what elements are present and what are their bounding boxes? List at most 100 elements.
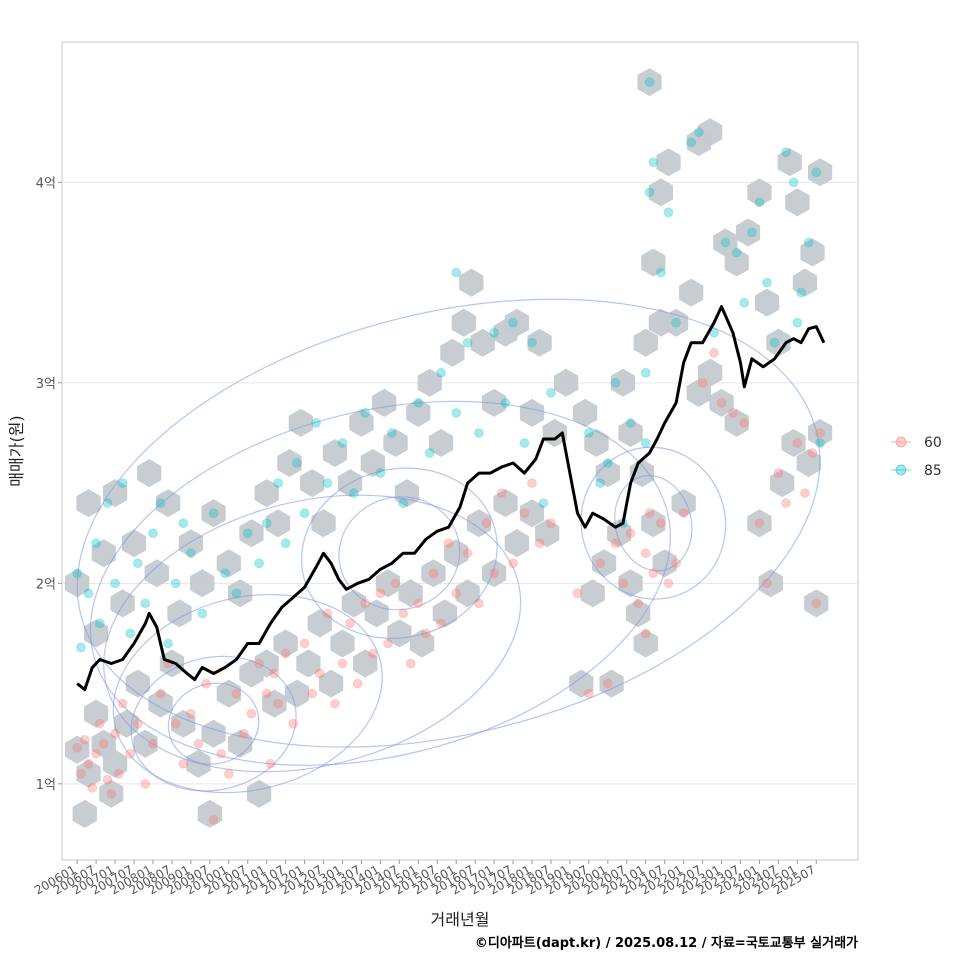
point-85 bbox=[280, 538, 291, 549]
point-60 bbox=[602, 678, 613, 689]
point-85 bbox=[178, 518, 189, 529]
hex-bin bbox=[228, 579, 253, 608]
point-85 bbox=[292, 458, 303, 469]
hex-bin bbox=[504, 308, 529, 337]
point-60 bbox=[91, 748, 102, 759]
y-tick-label: 4억 bbox=[36, 176, 56, 191]
hex-bin bbox=[341, 589, 366, 618]
hex-bin bbox=[641, 509, 666, 538]
hex-bin bbox=[656, 148, 681, 177]
hex-bin bbox=[133, 729, 158, 758]
point-85 bbox=[780, 147, 791, 158]
hex-bin bbox=[618, 569, 643, 598]
hex-bin bbox=[178, 529, 203, 558]
hex-bin bbox=[535, 519, 560, 548]
hex-bin bbox=[277, 449, 302, 477]
point-60 bbox=[473, 598, 484, 609]
point-60 bbox=[398, 608, 409, 619]
hex-bin bbox=[785, 188, 810, 217]
point-60 bbox=[246, 708, 257, 719]
hex-bin bbox=[91, 729, 116, 758]
y-axis-ticks: 1억 2억 3억 4억 bbox=[36, 176, 62, 793]
density-contour bbox=[300, 467, 498, 639]
point-60 bbox=[436, 618, 447, 629]
hex-bin bbox=[406, 398, 431, 427]
hex-bin bbox=[808, 419, 833, 447]
point-60 bbox=[307, 688, 318, 699]
hex-bin bbox=[804, 589, 829, 618]
hex-bin bbox=[383, 429, 408, 457]
hex-bin bbox=[633, 328, 658, 357]
hex-bin bbox=[216, 549, 241, 578]
point-60 bbox=[481, 518, 492, 529]
point-60 bbox=[201, 678, 212, 689]
point-60 bbox=[83, 758, 94, 769]
hex-bin bbox=[466, 509, 492, 538]
hex-bin bbox=[372, 388, 397, 417]
hex-bin bbox=[766, 328, 791, 357]
point-85 bbox=[640, 437, 651, 448]
point-85 bbox=[322, 478, 333, 489]
hex-bin bbox=[171, 709, 196, 738]
hex-bin bbox=[459, 268, 484, 297]
point-85 bbox=[462, 337, 473, 348]
hex-bin bbox=[482, 559, 507, 588]
point-60 bbox=[443, 538, 454, 549]
hex-bin bbox=[84, 699, 109, 728]
density-contour bbox=[614, 474, 693, 572]
hex-bin bbox=[65, 735, 90, 764]
hex-bin bbox=[364, 599, 389, 628]
hex-bin bbox=[554, 368, 579, 397]
hex-bin bbox=[777, 148, 802, 177]
point-85 bbox=[140, 598, 151, 609]
hex-bin bbox=[671, 489, 696, 518]
point-60 bbox=[87, 782, 98, 793]
point-85 bbox=[527, 337, 538, 348]
hex-bin bbox=[633, 629, 658, 658]
point-60 bbox=[216, 748, 227, 759]
point-60 bbox=[572, 588, 583, 599]
point-85 bbox=[720, 237, 731, 248]
point-60 bbox=[322, 608, 333, 619]
point-60 bbox=[75, 768, 86, 779]
point-60 bbox=[98, 738, 109, 749]
hex-bin bbox=[247, 779, 272, 808]
point-85 bbox=[273, 478, 284, 489]
hex-bin bbox=[626, 599, 651, 628]
hex-bin bbox=[144, 559, 169, 588]
hex-bin bbox=[747, 509, 772, 538]
hex-bin bbox=[102, 479, 128, 508]
point-60 bbox=[413, 598, 424, 609]
hex-bin bbox=[519, 499, 545, 528]
hex-bins bbox=[65, 68, 833, 828]
point-60 bbox=[269, 668, 280, 679]
point-60 bbox=[375, 588, 386, 599]
hex-bin bbox=[353, 649, 378, 678]
hex-bin bbox=[296, 649, 321, 678]
point-60 bbox=[762, 578, 773, 589]
point-85 bbox=[508, 317, 519, 328]
density-contour bbox=[89, 400, 671, 766]
hex-bin bbox=[307, 609, 332, 638]
point-85 bbox=[640, 367, 651, 378]
point-85 bbox=[163, 638, 174, 649]
point-60 bbox=[254, 658, 265, 669]
hex-bin bbox=[770, 469, 795, 498]
hex-bin bbox=[796, 449, 821, 477]
legend-item-60[interactable]: 60 bbox=[891, 435, 942, 451]
point-60 bbox=[807, 448, 818, 459]
point-85 bbox=[91, 538, 102, 549]
point-85 bbox=[671, 317, 682, 328]
point-85 bbox=[648, 157, 659, 168]
point-60 bbox=[534, 538, 545, 549]
hex-bin bbox=[493, 489, 518, 518]
point-60 bbox=[185, 708, 196, 719]
point-85 bbox=[788, 177, 799, 188]
point-60 bbox=[644, 508, 655, 519]
density-contour bbox=[112, 593, 383, 794]
hex-bin bbox=[421, 559, 446, 588]
legend-item-85[interactable]: 85 bbox=[891, 463, 942, 479]
point-85 bbox=[811, 167, 822, 178]
point-85 bbox=[451, 267, 462, 278]
point-85 bbox=[231, 588, 242, 599]
